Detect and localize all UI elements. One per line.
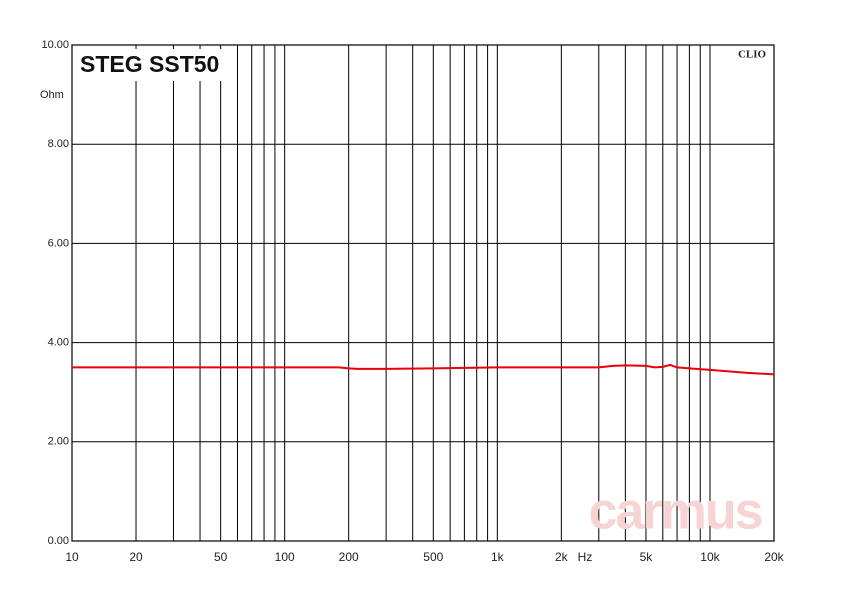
x-tick-label: 500 (423, 550, 443, 564)
y-tick-label: 10.00 (41, 39, 69, 51)
impedance-line (72, 363, 775, 376)
x-tick-label: 20 (129, 550, 143, 564)
x-tick-label: 2k (555, 550, 569, 564)
y-tick-label: 8.00 (48, 138, 69, 150)
y-tick-label: 4.00 (48, 337, 69, 349)
y-tick-label: 6.00 (48, 237, 69, 249)
y-tick-label: 0.00 (48, 535, 69, 547)
y-tick-label: 2.00 (48, 436, 69, 448)
plot-frame (71, 44, 775, 542)
x-tick-label: 1k (491, 550, 505, 564)
watermark: carmus (589, 483, 762, 541)
x-tick-label: 10k (700, 550, 720, 564)
y-axis-label: Ohm (40, 89, 64, 101)
brand: CLIO (738, 49, 767, 61)
x-tick-label: 100 (275, 550, 295, 564)
x-tick-label: 10 (65, 550, 79, 564)
x-tick-label: 200 (339, 550, 359, 564)
x-tick-label: 50 (214, 550, 228, 564)
chart-title: STEG SST50 (80, 51, 219, 77)
x-tick-label: 20k (764, 550, 784, 564)
x-tick-label: 5k (640, 550, 654, 564)
title-background (76, 49, 226, 81)
x-axis-label: Hz (578, 550, 593, 564)
